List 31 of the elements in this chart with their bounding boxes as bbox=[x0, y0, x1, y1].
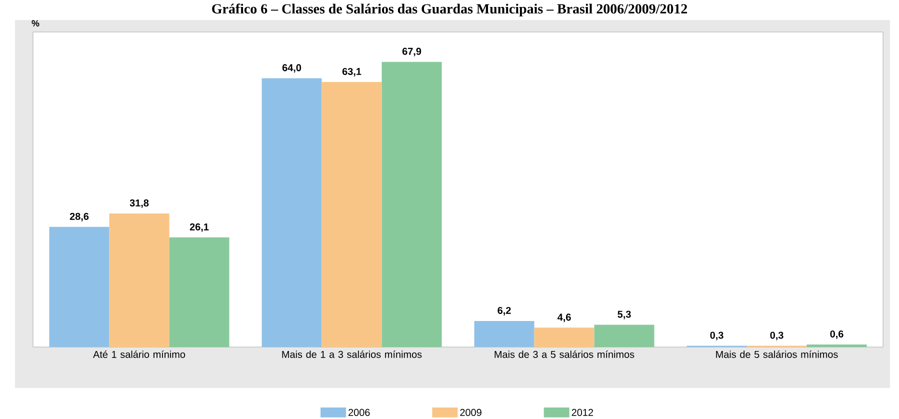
legend-label: 2006 bbox=[348, 408, 370, 416]
bar bbox=[382, 62, 442, 347]
data-label: 0,6 bbox=[830, 330, 844, 339]
x-tick-label: Até 1 salário mínimo bbox=[93, 350, 186, 358]
chart-title: Gráfico 6 – Classes de Salários das Guardas Municipais – Brasil 2006/2009/2012 bbox=[212, 4, 688, 16]
bar bbox=[474, 320, 534, 347]
bar bbox=[806, 344, 867, 347]
x-tick-label: Mais de 1 a 3 salários mínimos bbox=[282, 350, 422, 358]
data-label: 0,3 bbox=[770, 332, 784, 340]
data-label: 26,1 bbox=[190, 223, 209, 232]
data-label: 31,8 bbox=[130, 199, 149, 208]
data-label: 67,9 bbox=[402, 48, 422, 56]
bar bbox=[109, 213, 170, 347]
bar bbox=[262, 78, 322, 347]
bar bbox=[322, 82, 382, 347]
data-label: 4,6 bbox=[557, 314, 571, 322]
x-tick-label: Mais de 5 salários mínimos bbox=[716, 350, 838, 358]
legend-label: 2009 bbox=[460, 408, 482, 416]
bar bbox=[169, 237, 230, 347]
x-tick-label: Mais de 3 a 5 salários mínimos bbox=[494, 350, 634, 358]
bar bbox=[49, 226, 110, 347]
data-label: 64,0 bbox=[282, 64, 302, 73]
data-label: 28,6 bbox=[70, 212, 89, 222]
data-label: 6,2 bbox=[498, 306, 511, 316]
data-label: 0,3 bbox=[710, 332, 724, 340]
bar bbox=[594, 324, 654, 347]
data-label: 63,1 bbox=[342, 68, 362, 76]
legend-label: 2012 bbox=[572, 408, 594, 416]
data-label: 5,3 bbox=[618, 310, 631, 320]
bar bbox=[534, 328, 594, 347]
y-axis-title: % bbox=[32, 20, 40, 26]
